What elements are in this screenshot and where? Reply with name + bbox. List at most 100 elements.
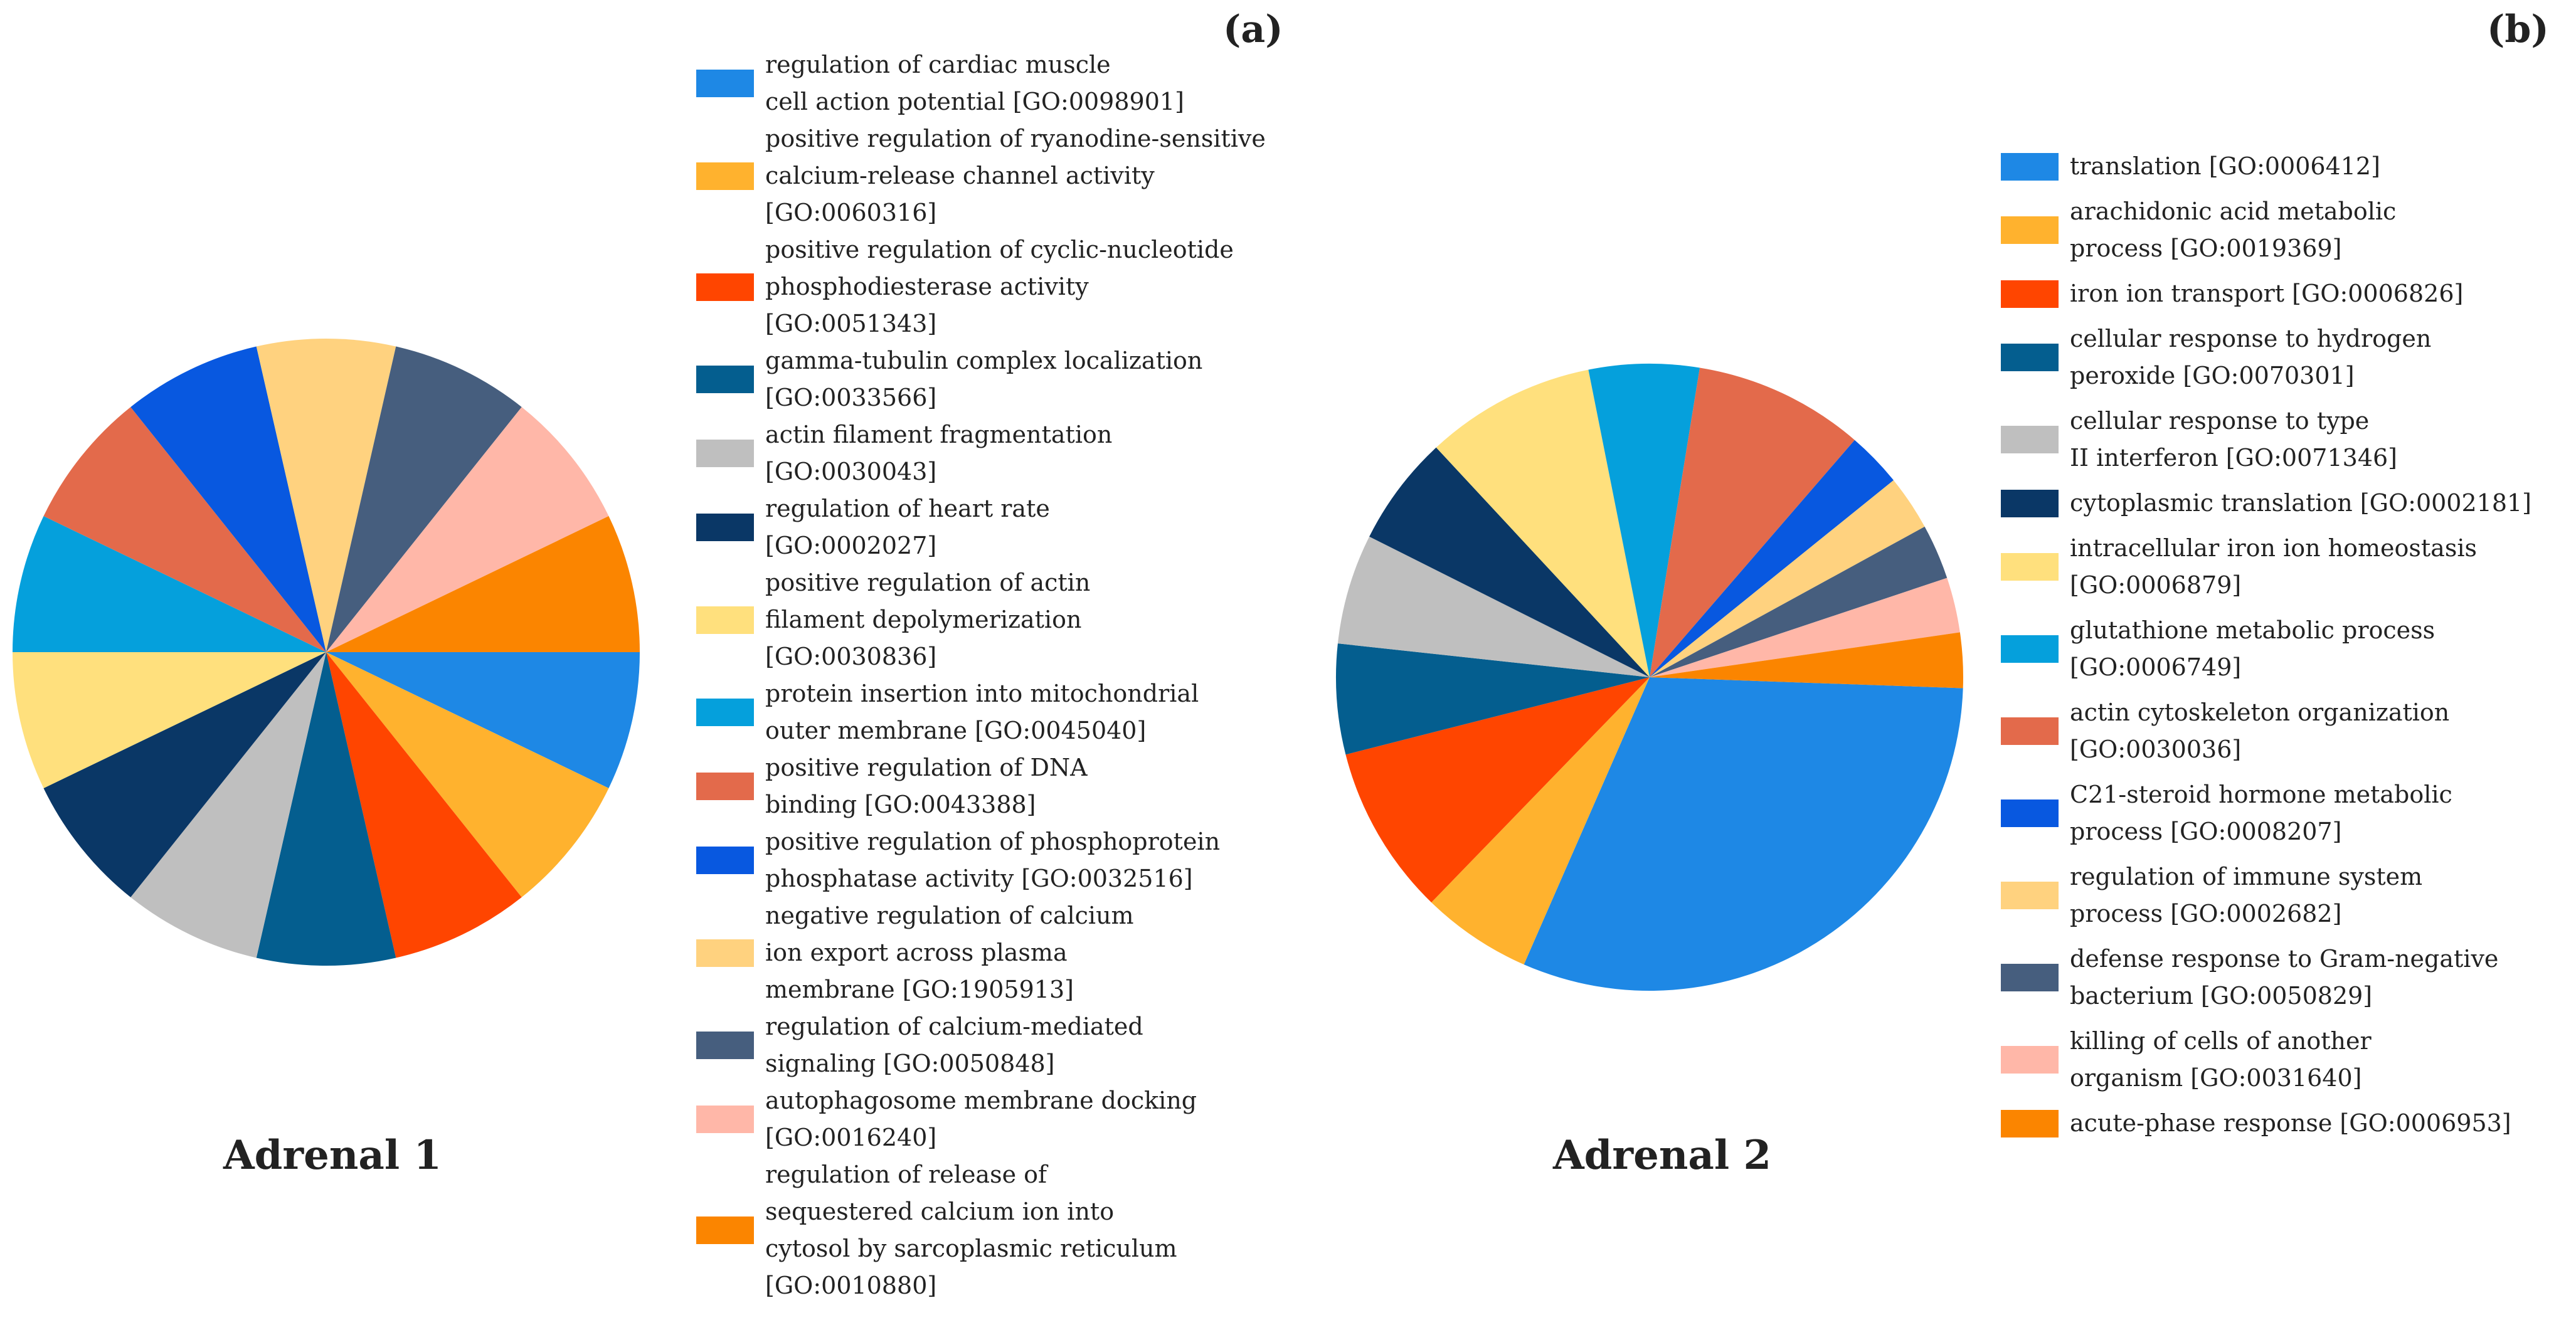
legend-swatch (696, 606, 754, 634)
legend-adrenal-1: regulation of cardiac muscle cell action … (696, 46, 1298, 1304)
pie-slice-8 (13, 516, 326, 652)
pie-slice-14 (1650, 632, 1963, 689)
legend-label: regulation of cardiac muscle cell action … (765, 46, 1298, 120)
legend-label-line: gamma-tubulin complex localization (765, 347, 1203, 374)
legend-label: regulation of heart rate [GO:0002027] (765, 490, 1298, 564)
legend-swatch (2001, 964, 2059, 991)
legend-label: gamma-tubulin complex localization [GO:00… (765, 342, 1298, 416)
panel-label: (b) (2487, 8, 2549, 51)
legend-label-line: [GO:0016240] (765, 1124, 937, 1151)
legend-label-line: [GO:0030043] (765, 458, 937, 485)
panel-adrenal-1: (a) Adrenal 1 regulation of cardiac musc… (13, 8, 1298, 1304)
legend-label-line: organism [GO:0031640] (2070, 1064, 2362, 1092)
legend-label-line: [GO:0060316] (765, 199, 937, 226)
legend-swatch (2001, 344, 2059, 371)
legend-label-line: positive regulation of phosphoprotein (765, 828, 1221, 855)
pie-slice-14 (326, 516, 640, 652)
legend-label-line: calcium-release channel activity (765, 162, 1155, 189)
pie-slice-2 (1431, 677, 1650, 965)
legend-swatch (696, 847, 754, 874)
legend-swatch (2001, 489, 2059, 517)
legend-label-line: [GO:0051343] (765, 310, 937, 337)
legend-label-line: regulation of cardiac muscle (765, 51, 1111, 78)
legend-item: regulation of heart rate [GO:0002027] (696, 490, 1298, 564)
pie-slice-13 (326, 407, 609, 652)
legend-label-line: [GO:0033566] (765, 384, 937, 411)
legend-label: positive regulation of phosphoprotein pho… (765, 823, 1298, 897)
pie-slice-5 (130, 652, 326, 958)
pie-slice-6 (1369, 447, 1650, 677)
legend-item: cytoplasmic translation [GO:0002181] (2001, 485, 2565, 522)
legend-label: cellular response to hydrogen peroxide [G… (2070, 320, 2565, 394)
legend-item: actin filament fragmentation [GO:0030043] (696, 416, 1298, 490)
legend-label-line: regulation of immune system (2070, 863, 2423, 890)
legend-item: defense response to Gram-negative bacteri… (2001, 941, 2565, 1015)
legend-swatch (2001, 635, 2059, 663)
legend-label-line: membrane [GO:1905913] (765, 976, 1074, 1003)
legend-label: regulation of release of sequestered calc… (765, 1156, 1298, 1304)
legend-swatch (696, 514, 754, 541)
pie-slice-1 (326, 652, 640, 788)
legend-item: protein insertion into mitochondrial oute… (696, 675, 1298, 749)
legend-label-line: C21-steroid hormone metabolic (2070, 781, 2452, 808)
legend-swatch (696, 1106, 754, 1133)
chart-title: Adrenal 2 (1553, 1132, 1771, 1179)
legend-label: positive regulation of cyclic-nucleotide… (765, 231, 1298, 342)
legend-item: regulation of immune system process [GO:0… (2001, 858, 2565, 932)
legend-label-line: filament depolymerization (765, 606, 1082, 633)
legend-item: negative regulation of calcium ion export… (696, 897, 1298, 1008)
legend-swatch (696, 440, 754, 467)
legend-label: actin filament fragmentation [GO:0030043] (765, 416, 1298, 490)
legend-swatch (2001, 882, 2059, 909)
legend-label-line: process [GO:0019369] (2070, 235, 2342, 262)
legend-item: positive regulation of cyclic-nucleotide… (696, 231, 1298, 342)
legend-label-line: actin filament fragmentation (765, 421, 1113, 448)
legend-swatch (696, 1217, 754, 1244)
legend-label-line: cell action potential [GO:0098901] (765, 88, 1184, 115)
legend-swatch (2001, 717, 2059, 745)
legend-swatch (696, 699, 754, 726)
pie-slice-7 (1436, 369, 1650, 677)
legend-label-line: intracellular iron ion homeostasis (2070, 534, 2477, 562)
legend-label-line: defense response to Gram-negative (2070, 945, 2499, 973)
panel-label: (a) (1223, 8, 1283, 51)
legend-swatch (696, 70, 754, 97)
panel-adrenal-2: (b) Adrenal 2 translation [GO:0006412] ar… (1305, 0, 2576, 1330)
legend-label-line: cellular response to hydrogen (2070, 325, 2432, 352)
legend-label: regulation of immune system process [GO:0… (2070, 858, 2565, 932)
legend-item: intracellular iron ion homeostasis [GO:00… (2001, 530, 2565, 604)
legend-item: regulation of release of sequestered calc… (696, 1156, 1298, 1304)
legend-swatch (696, 366, 754, 393)
legend-label-line: iron ion transport [GO:0006826] (2070, 280, 2464, 307)
legend-item: positive regulation of actin filament dep… (696, 564, 1298, 675)
pie-slice-13 (1650, 578, 1960, 677)
legend-label: killing of cells of another organism [GO:… (2070, 1023, 2565, 1097)
legend-label-line: regulation of release of (765, 1161, 1047, 1188)
legend-label: glutathione metabolic process [GO:0006749… (2070, 612, 2565, 686)
legend-item: cellular response to type II interferon [… (2001, 403, 2565, 477)
pie-slice-12 (1650, 526, 1948, 677)
pie-slice-8 (1588, 364, 1700, 677)
legend-label-line: autophagosome membrane docking (765, 1087, 1197, 1114)
legend-label-line: process [GO:0002682] (2070, 900, 2342, 927)
legend-item: C21-steroid hormone metabolic process [GO… (2001, 776, 2565, 850)
legend-label-line: [GO:0006879] (2070, 571, 2242, 599)
legend-label-line: positive regulation of actin (765, 569, 1091, 596)
legend-label: positive regulation of actin filament dep… (765, 564, 1298, 675)
legend-swatch (2001, 553, 2059, 581)
legend-label-line: positive regulation of ryanodine-sensiti… (765, 125, 1266, 152)
legend-label: actin cytoskeleton organization [GO:00300… (2070, 694, 2565, 768)
legend-label: negative regulation of calcium ion export… (765, 897, 1298, 1008)
legend-item: killing of cells of another organism [GO:… (2001, 1023, 2565, 1097)
pie-slice-9 (43, 407, 326, 652)
legend-swatch (696, 1032, 754, 1059)
legend-label-line: positive regulation of cyclic-nucleotide (765, 236, 1234, 263)
legend-item: translation [GO:0006412] (2001, 148, 2565, 185)
legend-label-line: translation [GO:0006412] (2070, 152, 2380, 180)
legend-label: defense response to Gram-negative bacteri… (2070, 941, 2565, 1015)
legend-label-line: II interferon [GO:0071346] (2070, 444, 2397, 472)
legend-label-line: killing of cells of another (2070, 1027, 2372, 1055)
legend-item: regulation of calcium-mediated signaling … (696, 1008, 1298, 1082)
legend-label: acute-phase response [GO:0006953] (2070, 1105, 2565, 1142)
legend-label: autophagosome membrane docking [GO:001624… (765, 1082, 1298, 1156)
